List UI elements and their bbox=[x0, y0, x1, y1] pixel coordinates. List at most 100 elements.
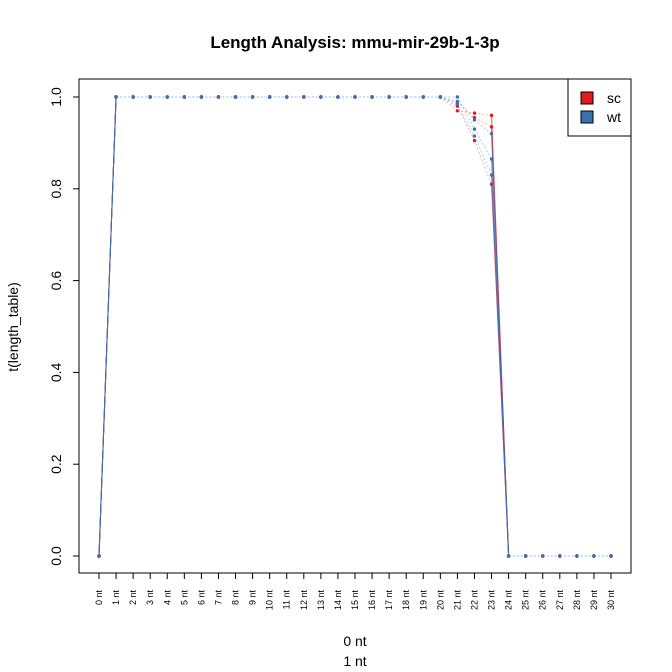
data-point bbox=[319, 95, 323, 99]
x-tick-label: 13 nt bbox=[316, 590, 326, 611]
data-point bbox=[250, 95, 255, 99]
data-point bbox=[404, 95, 408, 99]
x-tick-label: 22 nt bbox=[469, 590, 479, 611]
y-tick-label: 0.2 bbox=[48, 454, 64, 474]
data-point bbox=[455, 109, 460, 113]
series-wt bbox=[97, 95, 613, 558]
x-tick-label: 5 nt bbox=[179, 590, 189, 606]
data-point bbox=[97, 554, 101, 558]
x-tick-label: 6 nt bbox=[196, 590, 206, 606]
data-point bbox=[199, 95, 204, 99]
data-point bbox=[489, 125, 494, 129]
x-tick-label: 4 nt bbox=[162, 590, 172, 606]
data-point bbox=[455, 99, 460, 104]
x-tick-label: 0 nt bbox=[94, 590, 104, 606]
series-segment bbox=[440, 96, 458, 103]
legend: sc wt bbox=[567, 78, 632, 137]
data-point bbox=[370, 95, 374, 99]
series-segment bbox=[491, 133, 510, 557]
data-point bbox=[455, 95, 460, 99]
data-point bbox=[267, 95, 272, 99]
data-point bbox=[233, 95, 238, 99]
legend-label-wt: wt bbox=[606, 109, 621, 125]
data-point bbox=[541, 554, 545, 558]
x-tick-label: 15 nt bbox=[350, 590, 360, 611]
x-tick-label: 26 nt bbox=[538, 590, 548, 611]
legend-label-sc: sc bbox=[607, 90, 621, 106]
y-tick-label: 0.4 bbox=[48, 362, 64, 382]
x-tick-label: 16 nt bbox=[367, 590, 377, 611]
x-tick-label: 3 nt bbox=[145, 590, 155, 606]
series-segment bbox=[457, 105, 475, 141]
series-segment bbox=[474, 135, 492, 176]
x-tick-label: 9 nt bbox=[248, 590, 258, 606]
x-tick-label: 29 nt bbox=[589, 590, 599, 611]
data-point bbox=[165, 95, 169, 99]
x-tick-label: 2 nt bbox=[128, 590, 138, 606]
series-segment bbox=[440, 96, 458, 105]
legend-swatch-sc bbox=[580, 91, 594, 105]
y-axis: 0.0 0.2 0.4 0.6 0.8 1.0 bbox=[48, 87, 80, 566]
data-point bbox=[472, 134, 477, 138]
x-tick-label: 23 nt bbox=[487, 590, 497, 611]
data-point bbox=[336, 95, 340, 99]
data-point bbox=[489, 132, 494, 136]
y-axis-label: t(length_table) bbox=[5, 282, 21, 372]
chart-title: Length Analysis: mmu-mir-29b-1-3p bbox=[210, 33, 499, 52]
x-axis-label-line-2: 1 nt bbox=[343, 653, 366, 669]
x-tick-label: 30 nt bbox=[606, 590, 616, 611]
data-point bbox=[387, 95, 391, 99]
data-point bbox=[148, 95, 152, 99]
series-segment bbox=[98, 96, 117, 557]
x-tick-label: 24 nt bbox=[504, 590, 514, 611]
data-point bbox=[285, 95, 289, 99]
series-segment bbox=[457, 101, 475, 121]
series-segment bbox=[474, 128, 492, 160]
x-tick-label: 28 nt bbox=[572, 590, 582, 611]
data-point bbox=[575, 554, 579, 558]
x-tick-label: 11 nt bbox=[282, 590, 292, 610]
data-point bbox=[438, 95, 443, 99]
series-segment bbox=[440, 96, 458, 107]
x-tick-label: 20 nt bbox=[435, 590, 445, 611]
data-point bbox=[182, 95, 187, 99]
y-tick-label: 1.0 bbox=[48, 87, 64, 107]
x-axis: 0 nt 1 nt 2 nt 3 nt 4 nt 5 nt 6 nt 7 nt 8 nt 9 nt… bbox=[94, 572, 616, 611]
series-group bbox=[97, 95, 613, 558]
data-point bbox=[609, 554, 613, 558]
x-tick-label: 18 nt bbox=[401, 590, 411, 611]
legend-box bbox=[567, 78, 632, 137]
data-point bbox=[558, 554, 562, 558]
data-point bbox=[489, 173, 494, 177]
data-point bbox=[216, 95, 221, 99]
x-tick-label: 17 nt bbox=[384, 590, 394, 611]
data-point bbox=[472, 138, 477, 143]
data-point bbox=[489, 113, 494, 118]
data-point bbox=[523, 554, 528, 558]
x-axis-label-line-1: 0 nt bbox=[343, 633, 366, 649]
data-point bbox=[353, 95, 357, 99]
x-tick-label: 12 nt bbox=[299, 590, 309, 611]
legend-swatch-wt bbox=[580, 110, 594, 124]
x-tick-label: 7 nt bbox=[213, 590, 223, 606]
x-tick-label: 27 nt bbox=[555, 590, 565, 611]
data-point bbox=[472, 118, 477, 122]
series-segment bbox=[457, 110, 475, 114]
data-point bbox=[592, 554, 596, 558]
data-point bbox=[421, 95, 425, 99]
data-point bbox=[114, 95, 118, 99]
data-point bbox=[472, 111, 477, 115]
x-tick-label: 19 nt bbox=[418, 590, 428, 611]
y-tick-label: 0.0 bbox=[48, 546, 64, 566]
y-tick-label: 0.6 bbox=[48, 271, 64, 291]
y-tick-label: 0.8 bbox=[48, 179, 64, 199]
data-point bbox=[472, 127, 477, 131]
x-tick-label: 10 nt bbox=[265, 590, 275, 611]
series-segment bbox=[474, 112, 492, 116]
x-tick-label: 14 nt bbox=[333, 590, 343, 611]
data-point bbox=[131, 95, 135, 99]
series-segment bbox=[474, 117, 492, 128]
x-tick-label: 21 nt bbox=[452, 590, 462, 611]
